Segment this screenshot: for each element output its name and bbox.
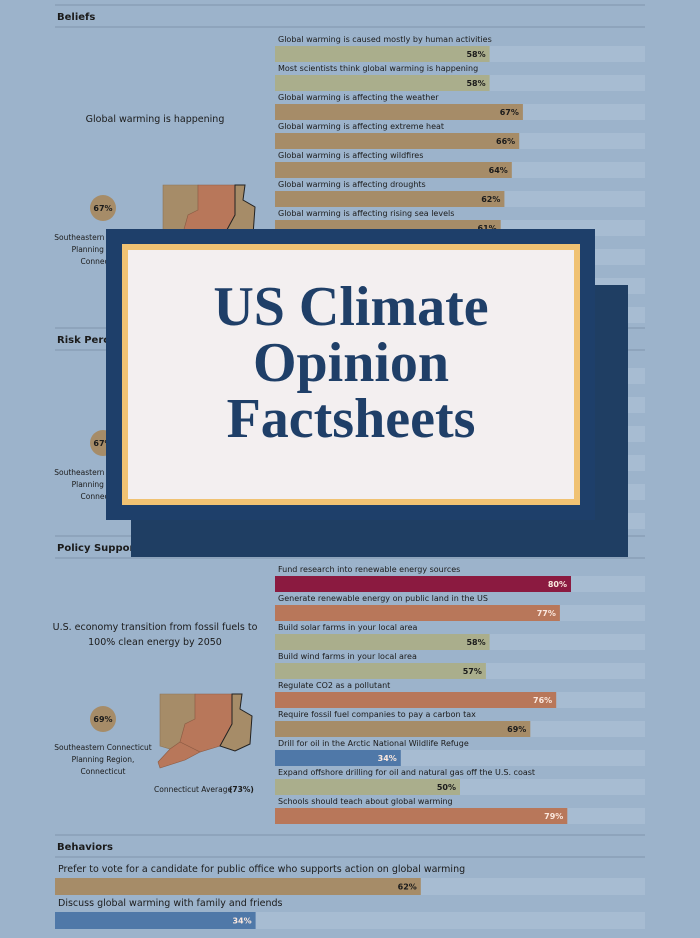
region-map <box>157 693 253 769</box>
summary-text: Global warming is happening <box>86 114 225 125</box>
summary-text: U.S. economy transition from fossil fuel… <box>53 622 258 633</box>
section-heading: Risk Perception <box>57 335 145 346</box>
bar-value: 50% <box>437 783 456 792</box>
map-area <box>157 741 201 769</box>
bar <box>275 750 401 766</box>
bar <box>275 576 571 592</box>
item-label: Global warming is affecting wildfires <box>278 151 423 160</box>
bar <box>275 75 490 91</box>
bar-value: 62% <box>481 195 500 204</box>
bar-value: 80% <box>548 580 567 589</box>
bar-value: 66% <box>496 137 515 146</box>
bar-value: 79% <box>544 812 563 821</box>
cover-overlay: US Climate Opinion Factsheets <box>106 229 628 557</box>
bar <box>275 133 520 149</box>
section-heading: Beliefs <box>57 12 95 23</box>
region-name: Planning Region, <box>72 245 135 254</box>
item-label: Prefer to vote for a candidate for publi… <box>58 864 465 875</box>
cover-title: Factsheets <box>227 388 476 450</box>
item-label: Fund research into renewable energy sour… <box>278 565 460 574</box>
bar-value: 34% <box>232 917 251 926</box>
region-name: Southeastern Connecticut <box>54 743 152 752</box>
bar-value: 69% <box>507 725 526 734</box>
region-badge <box>90 195 116 221</box>
bar-value: 76% <box>533 696 552 705</box>
bar <box>55 912 256 929</box>
item-label: Build wind farms in your local area <box>278 652 417 661</box>
item-label: Global warming is affecting rising sea l… <box>278 209 454 218</box>
bar <box>275 634 490 650</box>
bar-value: 62% <box>398 883 417 892</box>
item-label: Expand offshore drilling for oil and nat… <box>278 768 535 777</box>
item-label: Schools should teach about global warmin… <box>278 797 453 806</box>
bar <box>275 191 505 207</box>
cover-title: Opinion <box>253 332 449 394</box>
bar-value: 58% <box>466 50 485 59</box>
bar-value: 64% <box>489 166 508 175</box>
average-label: Connecticut Average <box>154 785 232 794</box>
region-name: Planning Region, <box>72 755 135 764</box>
map-area <box>219 693 253 752</box>
region-value: 67% <box>93 439 112 448</box>
region-badge <box>90 706 116 732</box>
bar <box>55 878 421 895</box>
bar <box>275 692 557 708</box>
cover-panel <box>128 250 574 499</box>
bar <box>275 605 560 621</box>
bar-value: 67% <box>500 108 519 117</box>
bar <box>275 46 490 62</box>
item-label: Most scientists think global warming is … <box>278 64 478 73</box>
bar-value: 57% <box>463 667 482 676</box>
bar <box>275 162 512 178</box>
item-label: Global warming is caused mostly by human… <box>278 35 492 44</box>
item-label: Global warming is affecting extreme heat <box>278 122 444 131</box>
item-label: Build solar farms in your local area <box>278 623 418 632</box>
bar <box>275 663 486 679</box>
region-value: 69% <box>93 715 112 724</box>
summary-text: 100% clean energy by 2050 <box>88 637 222 648</box>
bar-value: 77% <box>537 609 556 618</box>
region-name: Connecticut <box>81 767 126 776</box>
item-label: Global warming is affecting droughts <box>278 180 426 189</box>
bar-value: 61% <box>478 224 497 233</box>
region-name: Southeastern Connecticut <box>54 233 152 242</box>
bar-value: 58% <box>466 638 485 647</box>
region-name: Planning Region, <box>72 480 135 489</box>
region-name: Southeastern Connecticut <box>54 468 152 477</box>
cover-title: US Climate <box>213 276 488 338</box>
bar <box>275 808 568 824</box>
item-label: Discuss global warming with family and f… <box>58 898 283 909</box>
average-value: (73%) <box>229 785 254 794</box>
region-name: Connecticut <box>81 492 126 501</box>
item-label: Regulate CO2 as a pollutant <box>278 681 390 690</box>
item-label: Drill for oil in the Arctic National Wil… <box>278 739 469 748</box>
item-label: Global warming is affecting the weather <box>278 93 439 102</box>
item-label: Generate renewable energy on public land… <box>278 594 488 603</box>
bar-value: 58% <box>466 79 485 88</box>
section-heading: Behaviors <box>57 842 113 853</box>
bar <box>275 779 460 795</box>
bar <box>275 721 531 737</box>
section-heading: Policy Support <box>57 543 139 554</box>
region-name: Connecticut <box>81 257 126 266</box>
region-value: 67% <box>93 204 112 213</box>
item-label: Require fossil fuel companies to pay a c… <box>278 710 476 719</box>
bar-value: 34% <box>378 754 397 763</box>
bar <box>275 104 523 120</box>
